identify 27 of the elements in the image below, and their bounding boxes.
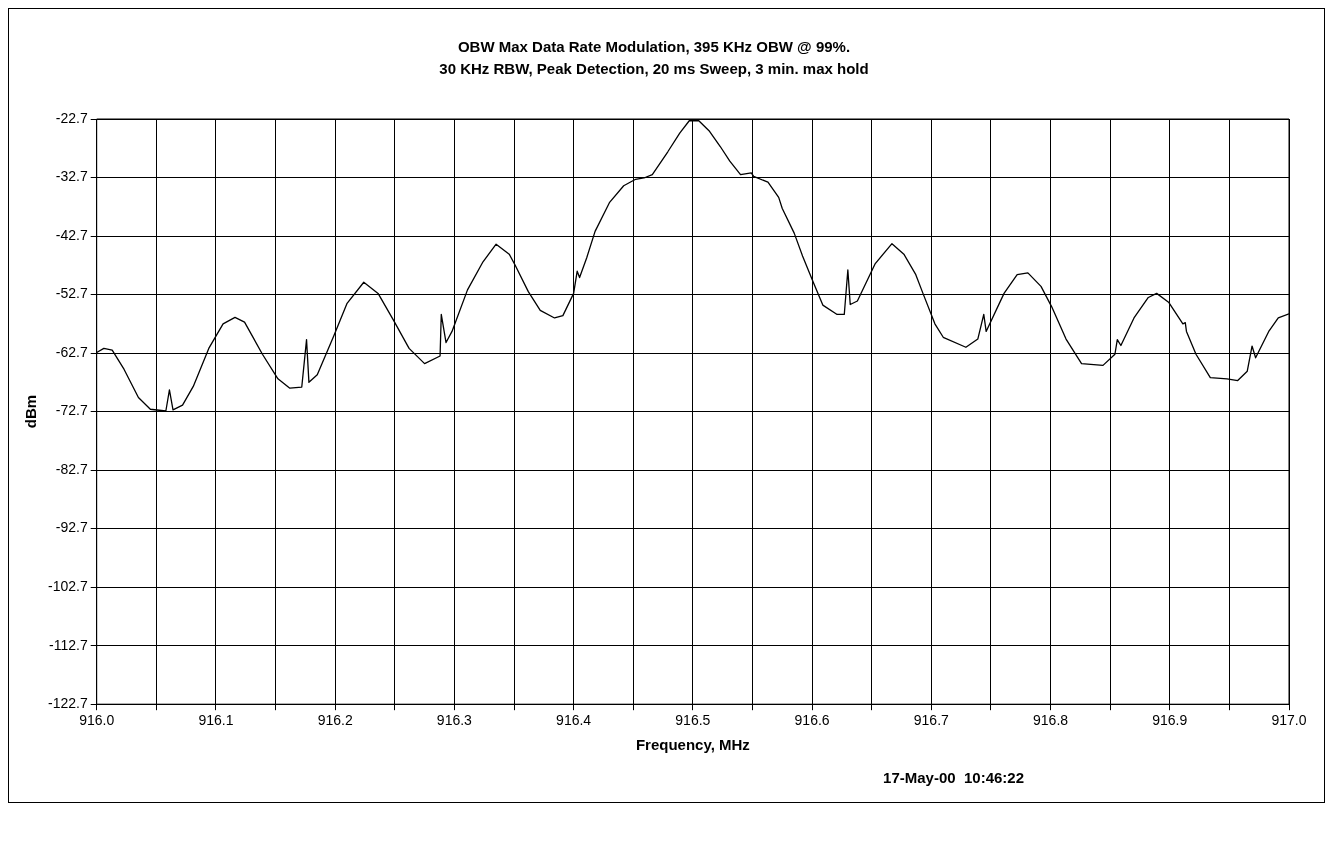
x-tick-label: 916.5 <box>675 712 711 729</box>
x-axis-title: Frequency, MHz <box>635 736 750 754</box>
x-tick-label: 916.2 <box>317 712 353 729</box>
x-tick-label: 916.7 <box>913 712 950 729</box>
y-axis-title: dBm <box>22 394 40 429</box>
y-tick-label: -92.7 <box>55 519 88 536</box>
x-tick-label: 916.6 <box>794 712 830 729</box>
x-tick-label: 917.0 <box>1271 712 1307 729</box>
y-tick-label: -42.7 <box>55 226 88 243</box>
y-tick-label: -22.7 <box>55 109 88 126</box>
chart-title: OBW Max Data Rate Modulation, 395 KHz OBW @ 99%. <box>457 38 851 56</box>
y-tick-label: -52.7 <box>55 285 88 302</box>
x-tick-label: 916.1 <box>198 712 234 729</box>
x-tick-label: 916.3 <box>436 712 473 729</box>
y-tick-label: -62.7 <box>55 343 88 360</box>
y-tick-label: -102.7 <box>47 578 88 595</box>
x-tick-label: 916.9 <box>1152 712 1188 729</box>
x-tick-label: 916.0 <box>79 712 115 729</box>
x-tick-label: 916.4 <box>556 712 592 729</box>
y-tick-label: -32.7 <box>55 168 88 185</box>
y-tick-label: -72.7 <box>55 402 88 419</box>
text: 17-May-00 10:46:22 <box>882 769 1025 786</box>
y-tick-label: -82.7 <box>55 460 88 477</box>
y-tick-label: -112.7 <box>49 636 88 653</box>
chart-subtitle: 30 KHz RBW, Peak Detection, 20 ms Sweep, 3 min. max hold <box>439 60 869 78</box>
y-tick-label: -122.7 <box>47 695 88 712</box>
x-tick-label: 916.8 <box>1033 712 1069 729</box>
